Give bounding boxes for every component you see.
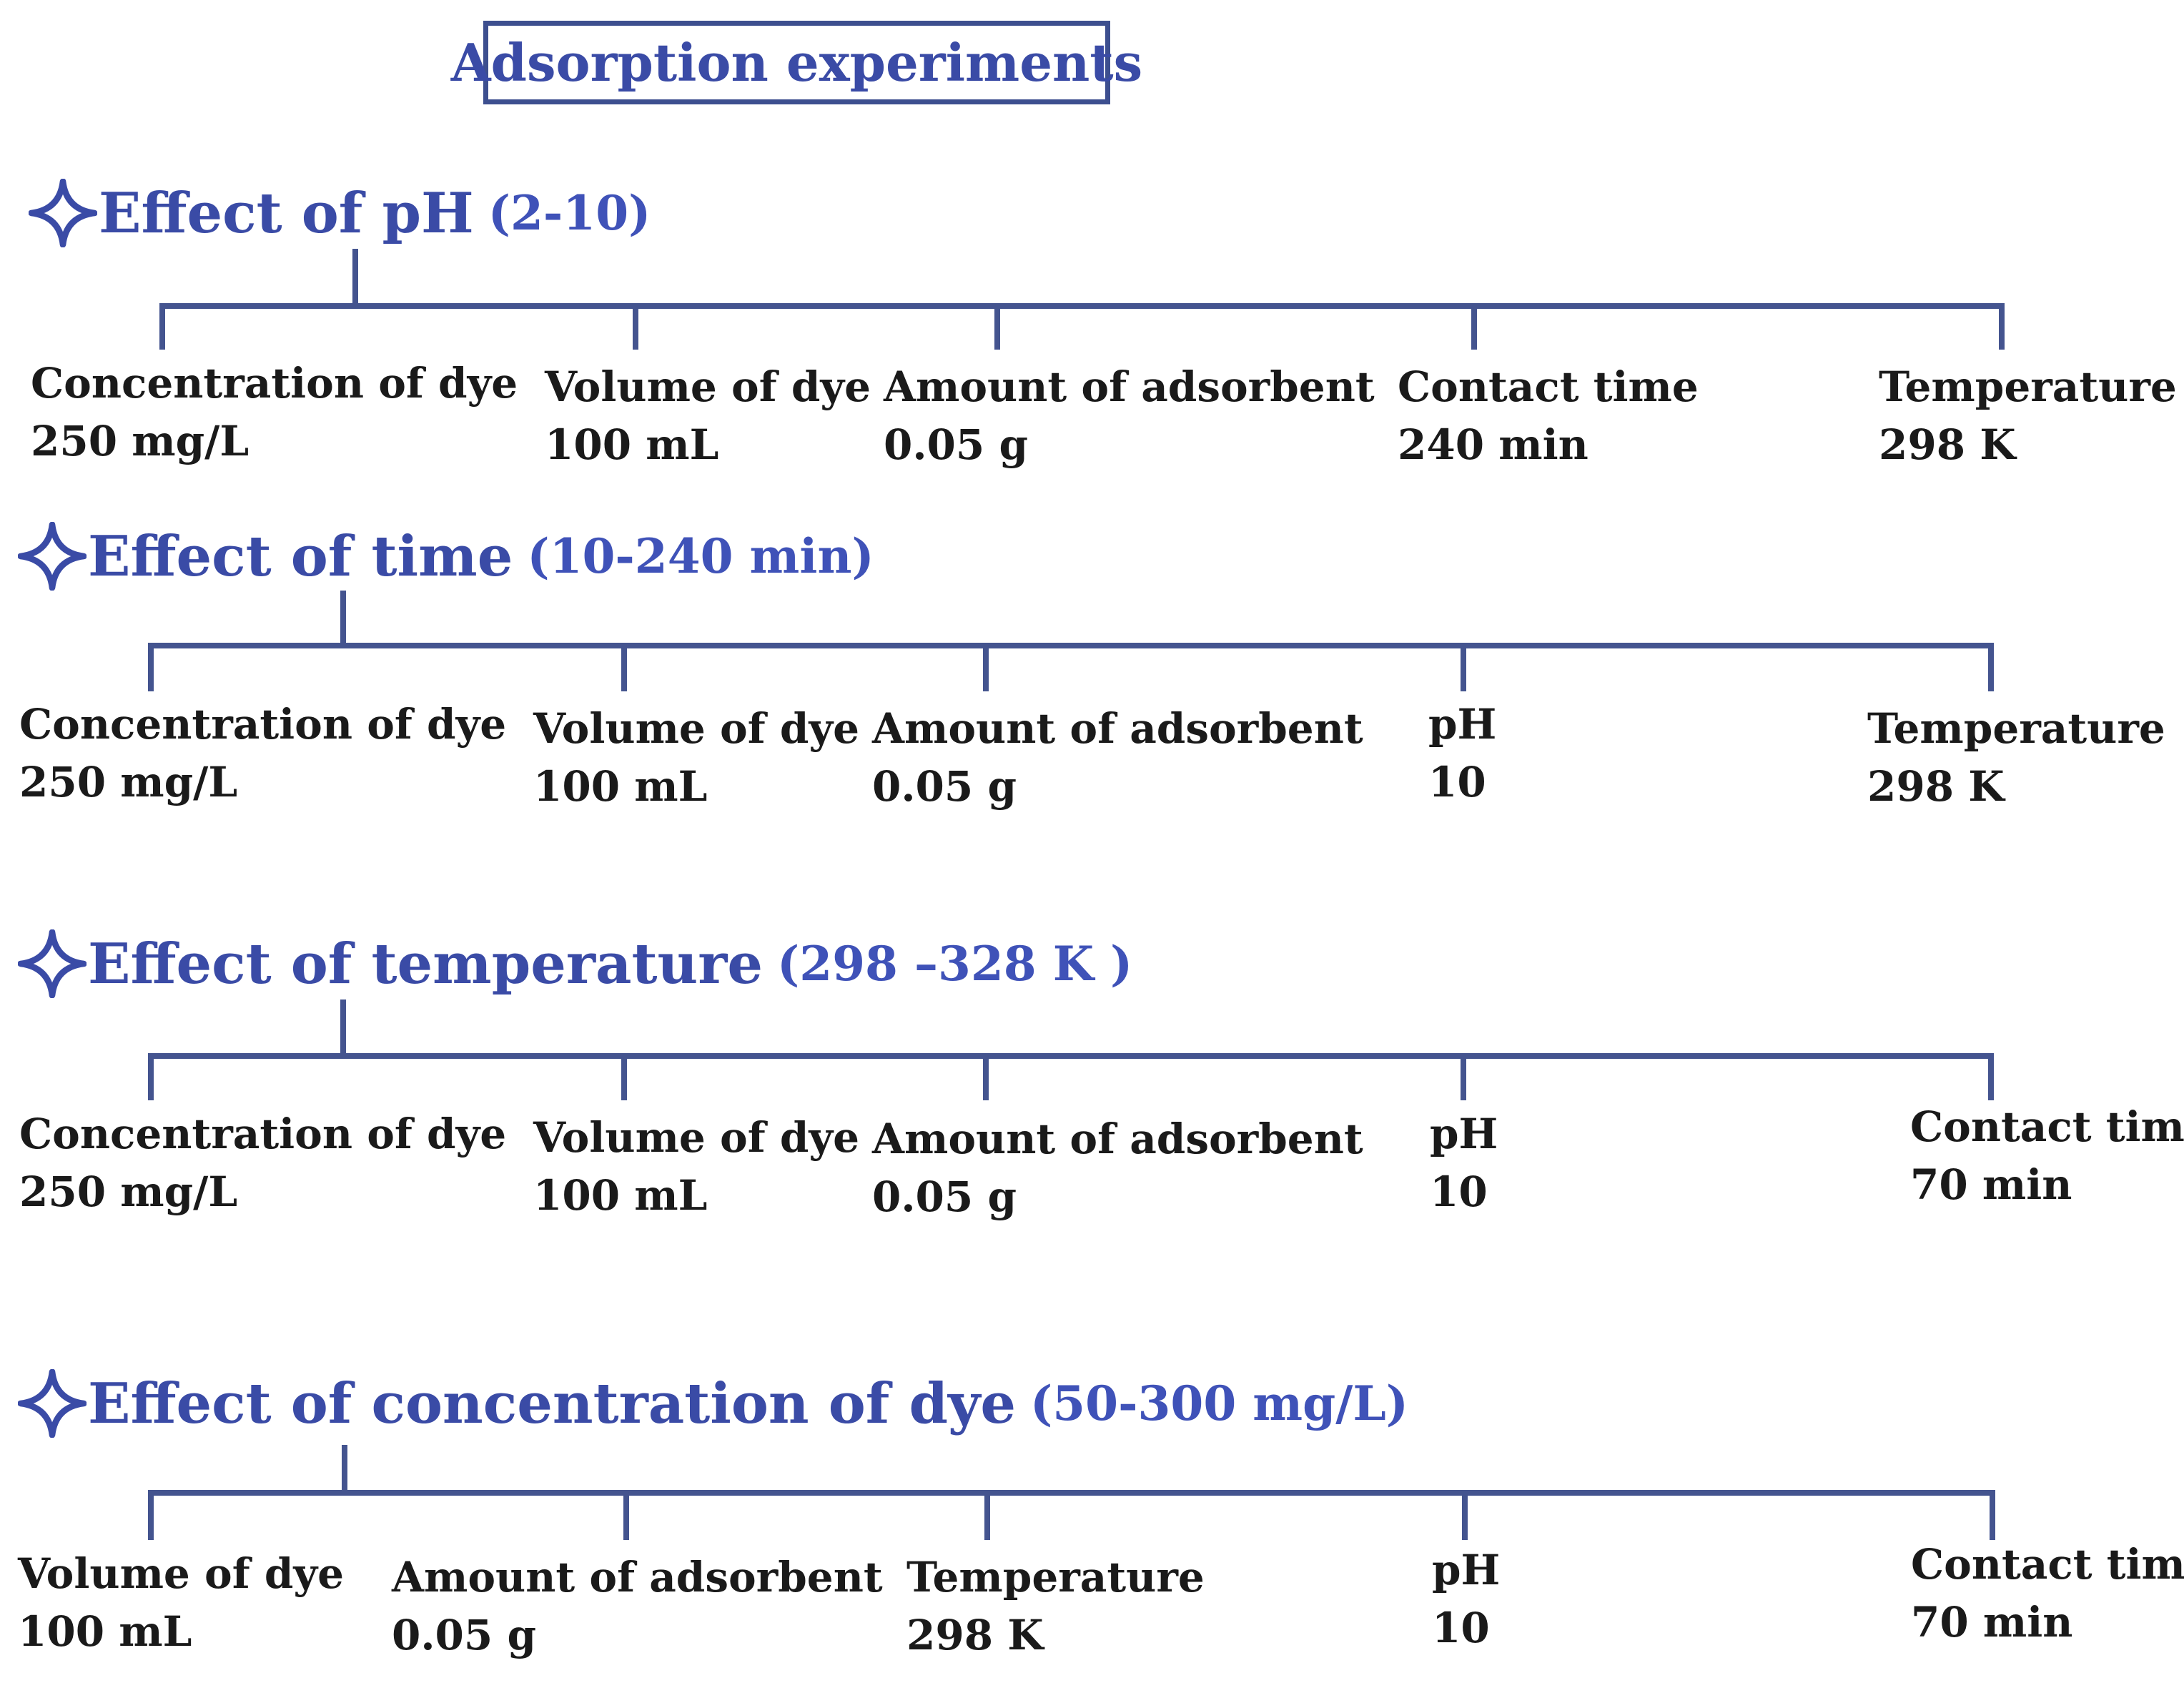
param-label: Contact time xyxy=(1398,362,1699,411)
diagram-title-box: Adsorption experiments xyxy=(451,21,1142,104)
param-concentration: Concentration of dye 250 mg/L xyxy=(19,695,506,811)
four-point-star-icon xyxy=(18,929,87,998)
section-heading-text: Effect of time xyxy=(88,523,513,589)
param-value: 10 xyxy=(1428,758,1486,806)
param-label: Temperature xyxy=(1867,704,2165,753)
section-heading-ph: Effect of pH (2-10) xyxy=(29,179,651,247)
four-point-star-icon xyxy=(18,1369,87,1438)
diagram-title: Adsorption experiments xyxy=(450,32,1143,93)
param-value: 100 mL xyxy=(545,420,719,469)
param-value: 0.05 g xyxy=(392,1611,537,1659)
param-label: Concentration of dye xyxy=(19,1110,507,1158)
param-temperature: Temperature 298 K xyxy=(1879,357,2177,473)
param-label: Amount of adsorbent xyxy=(884,362,1375,411)
param-value: 70 min xyxy=(1910,1160,2072,1209)
param-value: 298 K xyxy=(906,1611,1044,1659)
param-value: 100 mL xyxy=(533,762,708,811)
param-value: 250 mg/L xyxy=(19,758,238,806)
param-value: 100 mL xyxy=(18,1607,192,1656)
section-heading-text: Effect of temperature xyxy=(88,931,763,997)
section-range: (10-240 min) xyxy=(527,528,874,584)
tree-branch-time xyxy=(148,591,1994,691)
four-point-star-icon xyxy=(29,179,97,247)
param-value: 298 K xyxy=(1879,420,2016,469)
tree-branch-ph xyxy=(159,249,2005,350)
section-range: (298 –328 K ) xyxy=(776,936,1133,992)
section-range: (50-300 mg/L) xyxy=(1030,1376,1408,1431)
param-label: Temperature xyxy=(1879,362,2177,411)
section-heading-text: Effect of concentration of dye xyxy=(88,1371,1017,1436)
param-volume: Volume of dye 100 mL xyxy=(18,1544,344,1660)
param-value: 10 xyxy=(1430,1168,1488,1216)
param-adsorbent: Amount of adsorbent 0.05 g xyxy=(872,1110,1363,1225)
param-volume: Volume of dye 100 mL xyxy=(533,1108,859,1224)
param-volume: Volume of dye 100 mL xyxy=(545,357,871,473)
param-contact-time: Contact time 70 min xyxy=(1910,1097,2184,1213)
param-value: 70 min xyxy=(1911,1598,2073,1647)
param-value: 0.05 g xyxy=(884,420,1029,469)
param-adsorbent: Amount of adsorbent 0.05 g xyxy=(884,357,1375,473)
param-label: Contact time xyxy=(1911,1540,2184,1589)
four-point-star-icon xyxy=(18,522,87,591)
param-label: Concentration of dye xyxy=(19,700,507,749)
param-label: Amount of adsorbent xyxy=(872,704,1363,753)
section-heading-text: Effect of pH xyxy=(99,180,474,246)
param-value: 240 min xyxy=(1398,420,1588,469)
param-label: Concentration of dye xyxy=(31,359,518,408)
param-ph: pH 10 xyxy=(1428,695,1496,811)
param-value: 10 xyxy=(1432,1604,1490,1652)
param-value: 0.05 g xyxy=(872,1173,1017,1221)
param-value: 250 mg/L xyxy=(31,417,249,465)
tree-branch-concentration xyxy=(148,1445,1995,1540)
section-heading-temperature: Effect of temperature (298 –328 K ) xyxy=(18,929,1132,998)
param-label: Volume of dye xyxy=(545,362,871,411)
param-volume: Volume of dye 100 mL xyxy=(533,699,859,815)
param-ph: pH 10 xyxy=(1432,1541,1500,1657)
param-temperature: Temperature 298 K xyxy=(906,1548,1205,1664)
param-adsorbent: Amount of adsorbent 0.05 g xyxy=(392,1548,883,1664)
param-concentration: Concentration of dye 250 mg/L xyxy=(19,1105,506,1220)
param-value: 0.05 g xyxy=(872,762,1017,811)
param-label: Amount of adsorbent xyxy=(872,1115,1363,1163)
param-label: Amount of adsorbent xyxy=(392,1553,883,1601)
section-heading-time: Effect of time (10-240 min) xyxy=(18,522,874,591)
param-concentration: Concentration of dye 250 mg/L xyxy=(31,354,518,470)
param-adsorbent: Amount of adsorbent 0.05 g xyxy=(872,699,1363,815)
param-label: Temperature xyxy=(906,1553,1205,1601)
section-range: (2-10) xyxy=(488,185,651,241)
param-value: 100 mL xyxy=(533,1171,708,1220)
param-temperature: Temperature 298 K xyxy=(1867,699,2165,815)
tree-branch-temperature xyxy=(148,1000,1994,1100)
section-heading-concentration: Effect of concentration of dye (50-300 m… xyxy=(18,1369,1408,1438)
param-label: Volume of dye xyxy=(18,1549,345,1598)
param-contact-time: Contact time 70 min xyxy=(1911,1535,2184,1651)
param-value: 250 mg/L xyxy=(19,1168,238,1216)
param-ph: pH 10 xyxy=(1430,1105,1498,1220)
param-label: Contact time xyxy=(1910,1102,2184,1151)
param-contact-time: Contact time 240 min xyxy=(1398,357,1699,473)
param-value: 298 K xyxy=(1867,762,2005,811)
param-label: pH xyxy=(1430,1110,1498,1158)
param-label: Volume of dye xyxy=(533,704,860,753)
param-label: Volume of dye xyxy=(533,1113,860,1162)
param-label: pH xyxy=(1428,700,1497,749)
param-label: pH xyxy=(1432,1546,1501,1594)
